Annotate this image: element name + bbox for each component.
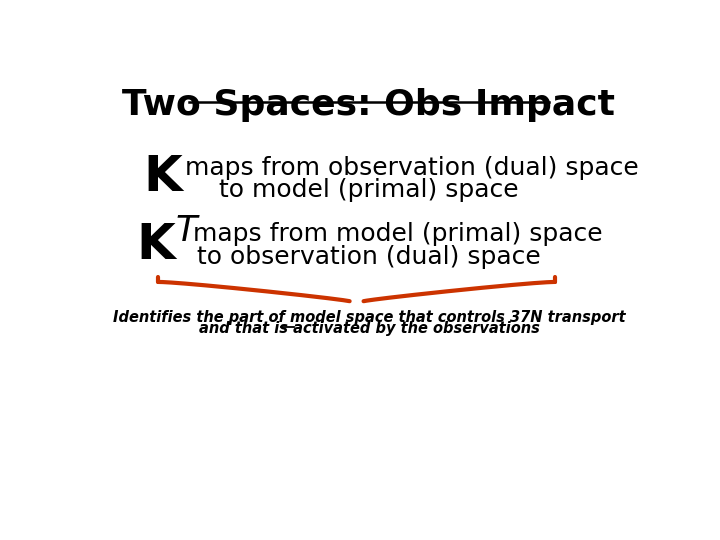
Text: and that is activated by the observations: and that is activated by the observation… — [199, 321, 539, 336]
Text: Two Spaces: Obs Impact: Two Spaces: Obs Impact — [122, 88, 616, 122]
Text: maps from observation (dual) space: maps from observation (dual) space — [177, 156, 639, 180]
Text: maps from model (primal) space: maps from model (primal) space — [184, 222, 602, 246]
Text: Identifies the part of model space that controls 37N transport: Identifies the part of model space that … — [113, 309, 625, 325]
Text: $\mathbf{K}^T$: $\mathbf{K}^T$ — [137, 220, 202, 270]
Text: to observation (dual) space: to observation (dual) space — [197, 245, 541, 269]
Text: $\mathbf{K}$: $\mathbf{K}$ — [143, 153, 185, 201]
Text: to model (primal) space: to model (primal) space — [219, 178, 519, 202]
